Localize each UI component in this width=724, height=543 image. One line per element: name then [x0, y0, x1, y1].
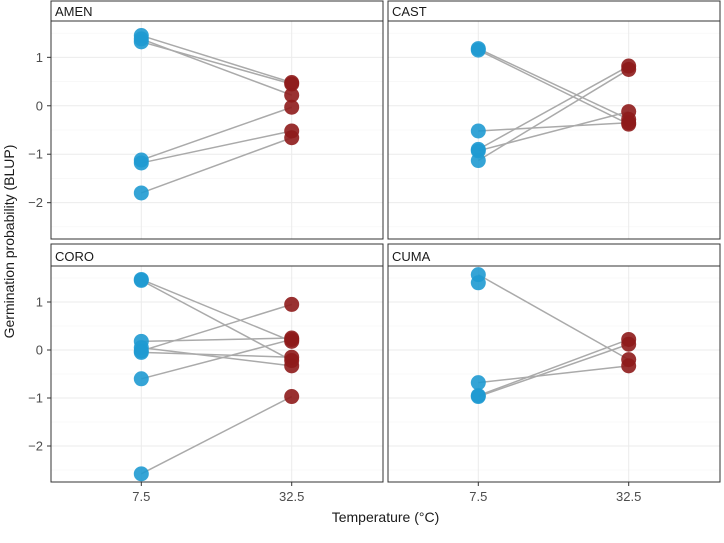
- pair-line: [141, 303, 292, 352]
- point-32-5: [284, 296, 300, 312]
- panel-border: [387, 20, 721, 240]
- pair-line: [141, 346, 292, 367]
- pair-line: [141, 338, 292, 380]
- point-32-5: [621, 358, 637, 374]
- point-7-5: [470, 42, 486, 58]
- x-tick-label: 7.5: [469, 489, 487, 504]
- pair-line: [140, 395, 293, 475]
- facet-label: CORO: [55, 249, 94, 264]
- facet-label: CUMA: [392, 249, 431, 264]
- pair-line: [141, 34, 292, 84]
- facet-strip: [50, 243, 384, 267]
- point-32-5: [284, 331, 300, 347]
- pair-line: [477, 68, 630, 162]
- pair-line: [478, 121, 629, 132]
- point-32-5: [621, 336, 637, 352]
- pair-line: [478, 365, 629, 384]
- facet-strip: [387, 243, 721, 267]
- point-7-5: [133, 272, 149, 288]
- point-32-5: [621, 115, 637, 131]
- point-32-5: [284, 130, 300, 146]
- facet-cast: CAST: [387, 0, 721, 240]
- point-32-5: [284, 87, 300, 103]
- pair-line: [477, 65, 630, 151]
- y-tick-label: 1: [36, 50, 43, 65]
- pair-line: [478, 343, 629, 398]
- pair-line: [141, 106, 292, 161]
- y-axis-title: Germination probability (BLUP): [1, 145, 17, 339]
- pair-line: [141, 137, 292, 194]
- pair-line: [477, 49, 630, 125]
- point-7-5: [470, 375, 486, 391]
- point-32-5: [284, 389, 300, 405]
- point-7-5: [133, 185, 149, 201]
- point-7-5: [470, 275, 486, 291]
- point-32-5: [621, 104, 637, 120]
- facet-coro: CORO −2 −1 0 1 7.5 32.5: [28, 243, 384, 504]
- pair-line: [478, 338, 629, 397]
- y-tick-label: −2: [28, 439, 43, 454]
- facet-label: CAST: [392, 4, 427, 19]
- facet-strip: [50, 0, 384, 22]
- y-tick-label: 1: [36, 295, 43, 310]
- point-32-5: [284, 76, 300, 92]
- x-tick-label: 32.5: [279, 489, 304, 504]
- pair-line: [141, 278, 292, 343]
- panel-border: [387, 265, 721, 483]
- pair-line: [140, 279, 293, 362]
- point-32-5: [284, 99, 300, 115]
- y-tick-label: −1: [28, 391, 43, 406]
- panel-border: [50, 265, 384, 483]
- pair-line: [141, 41, 292, 85]
- y-tick-label: −2: [28, 195, 43, 210]
- facet-amen: AMEN −2 −1 0 1: [28, 0, 384, 240]
- x-tick-label: 32.5: [616, 489, 641, 504]
- facet-label: AMEN: [55, 4, 93, 19]
- facet-strip: [387, 0, 721, 22]
- x-axis-title: Temperature (°C): [332, 509, 440, 525]
- point-7-5: [470, 123, 486, 139]
- point-7-5: [470, 153, 486, 169]
- point-32-5: [621, 61, 637, 77]
- pair-line: [141, 337, 292, 343]
- pair-line: [141, 351, 292, 358]
- point-7-5: [133, 34, 149, 50]
- pair-line: [141, 130, 292, 164]
- facet-cuma: CUMA 7.5 32.5: [387, 243, 721, 504]
- point-7-5: [470, 389, 486, 405]
- panel-border: [50, 20, 384, 240]
- pair-line: [478, 110, 629, 152]
- y-tick-label: 0: [36, 98, 43, 113]
- y-tick-label: −1: [28, 147, 43, 162]
- point-32-5: [284, 349, 300, 365]
- point-7-5: [133, 466, 149, 482]
- y-tick-label: 0: [36, 343, 43, 358]
- point-7-5: [133, 155, 149, 171]
- pair-line: [477, 47, 630, 121]
- point-7-5: [133, 371, 149, 387]
- x-tick-label: 7.5: [132, 489, 150, 504]
- pair-line: [477, 273, 630, 361]
- point-7-5: [133, 344, 149, 360]
